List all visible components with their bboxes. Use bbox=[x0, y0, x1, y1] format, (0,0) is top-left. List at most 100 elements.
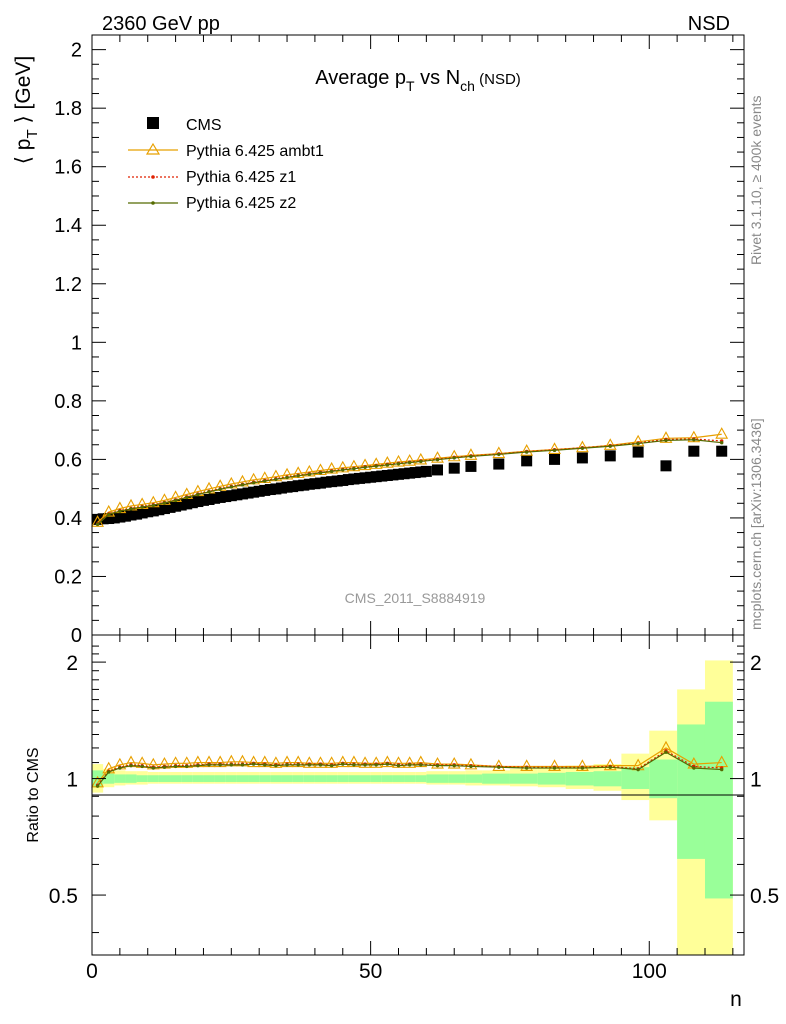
cms-data-point bbox=[448, 462, 460, 474]
mc-data-point bbox=[173, 498, 178, 503]
cms-data-point bbox=[392, 468, 404, 480]
ratio-data-point bbox=[118, 766, 122, 770]
ratio-band-inner bbox=[337, 775, 349, 782]
cms-data-point bbox=[103, 513, 115, 525]
ratio-band-inner bbox=[448, 774, 466, 783]
mc-data-point bbox=[352, 467, 356, 471]
cms-data-point bbox=[337, 474, 349, 486]
main-y-tick-label: 0 bbox=[71, 625, 82, 647]
mc-data-point bbox=[207, 490, 211, 494]
ratio-band-inner bbox=[181, 775, 193, 782]
ratio-data-point bbox=[274, 763, 278, 768]
cms-data-point bbox=[409, 467, 421, 479]
legend-marker-z1 bbox=[151, 175, 155, 179]
cms-data-point bbox=[147, 505, 159, 517]
mc-data-point bbox=[318, 471, 323, 475]
mc-data-point bbox=[185, 495, 189, 500]
ratio-band-inner bbox=[114, 774, 126, 783]
ratio-band-inner bbox=[248, 775, 260, 782]
ratio-data-point bbox=[369, 756, 383, 768]
cms-data-point bbox=[275, 482, 287, 494]
mc-data-point bbox=[520, 444, 534, 456]
ratio-data-point bbox=[419, 763, 423, 767]
cms-data-point bbox=[404, 467, 416, 479]
ratio-band-inner bbox=[509, 773, 538, 784]
ratio-band-inner bbox=[359, 775, 371, 782]
ratio-band-inner bbox=[214, 775, 226, 782]
mc-data-point bbox=[414, 452, 428, 465]
legend-marker-ambt1 bbox=[145, 142, 161, 155]
ratio-data-point bbox=[263, 763, 267, 767]
cms-data-point bbox=[203, 493, 215, 505]
cms-data-point bbox=[164, 501, 176, 513]
mc-series-line bbox=[97, 439, 722, 525]
ratio-band-inner bbox=[292, 775, 304, 782]
mc-data-point bbox=[129, 507, 133, 511]
mc-data-point bbox=[720, 441, 724, 445]
cms-data-point bbox=[108, 512, 120, 524]
ratio-y-tick-labels: 0.5 0.5 1 1 2 2 bbox=[49, 652, 779, 908]
main-y-tick-label: 1.8 bbox=[54, 98, 82, 120]
ratio-data-point bbox=[575, 759, 589, 771]
mc-data-point bbox=[329, 469, 334, 474]
cms-data-point bbox=[197, 494, 209, 506]
cms-data-point bbox=[214, 491, 226, 503]
mc-data-point bbox=[492, 446, 506, 459]
ratio-band-inner bbox=[158, 775, 171, 782]
ratio-band-inner bbox=[621, 767, 650, 789]
ratio-data-point bbox=[447, 756, 461, 769]
ratio-data-point bbox=[385, 762, 390, 766]
main-panel: 0 0.2 0.4 0.6 0.8 1 1.2 1.4 1.6 1.8 2 Average pT v… bbox=[12, 34, 745, 647]
ratio-data-point bbox=[336, 755, 350, 768]
cms-data-point bbox=[248, 486, 260, 498]
ratio-band-inner bbox=[565, 771, 594, 786]
ratio-band-inner bbox=[192, 775, 204, 782]
x-tick-label: 0 bbox=[86, 960, 98, 983]
mc-data-point bbox=[240, 483, 245, 487]
mc-data-point bbox=[296, 474, 300, 478]
chart-title: Average pT vs Nch (NSD) bbox=[315, 67, 521, 94]
ratio-band-inner bbox=[136, 775, 148, 782]
ratio-band-inner bbox=[677, 724, 705, 859]
ratio-data-point bbox=[318, 763, 323, 767]
cms-data-point bbox=[326, 476, 338, 488]
cms-data-point bbox=[493, 458, 505, 470]
ratio-band-inner bbox=[281, 775, 293, 782]
mcplots-url-text: mcplots.cern.ch [arXiv:1306.3436] bbox=[748, 418, 764, 630]
cms-data-point bbox=[136, 507, 148, 519]
ratio-band-inner bbox=[203, 775, 215, 782]
ratio-band-inner bbox=[326, 775, 338, 782]
header-left: 2360 GeV pp bbox=[102, 13, 220, 35]
ratio-band-inner bbox=[392, 775, 405, 782]
ratio-band-inner bbox=[593, 771, 622, 787]
ratio-band-inner bbox=[426, 774, 449, 783]
ratio-band-inner bbox=[537, 772, 566, 785]
ratio-data-point bbox=[552, 766, 557, 770]
ratio-data-point bbox=[185, 764, 189, 769]
cms-data-point bbox=[192, 496, 204, 508]
ratio-y-tick-label-right: 0.5 bbox=[750, 885, 779, 908]
ratio-data-point bbox=[720, 767, 724, 772]
mc-data-point bbox=[524, 450, 529, 454]
mc-data-point bbox=[431, 451, 444, 463]
ratio-data-point bbox=[95, 784, 100, 788]
mc-data-point bbox=[151, 503, 155, 508]
mc-data-point bbox=[548, 442, 561, 454]
ratio-y-tick-label-right: 2 bbox=[750, 652, 762, 675]
mc-data-point bbox=[385, 463, 390, 467]
mc-data-point bbox=[263, 479, 267, 483]
ratio-band-inner bbox=[465, 774, 483, 783]
cms-data-point bbox=[131, 508, 143, 520]
cms-data-point bbox=[309, 478, 321, 490]
main-y-tick-label: 0.4 bbox=[54, 508, 82, 530]
cms-data-point bbox=[142, 506, 154, 518]
ratio-band-inner bbox=[415, 775, 427, 782]
ratio-data-point bbox=[218, 763, 222, 767]
mc-data-point bbox=[251, 481, 256, 485]
ratio-data-point bbox=[341, 762, 345, 766]
mc-data-point bbox=[285, 475, 289, 480]
cms-data-point bbox=[632, 446, 644, 458]
main-y-tick-label: 0.8 bbox=[54, 391, 82, 413]
mc-data-point bbox=[452, 456, 456, 460]
